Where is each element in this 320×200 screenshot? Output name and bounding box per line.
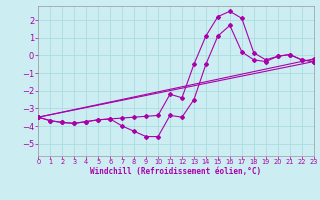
X-axis label: Windchill (Refroidissement éolien,°C): Windchill (Refroidissement éolien,°C) <box>91 167 261 176</box>
